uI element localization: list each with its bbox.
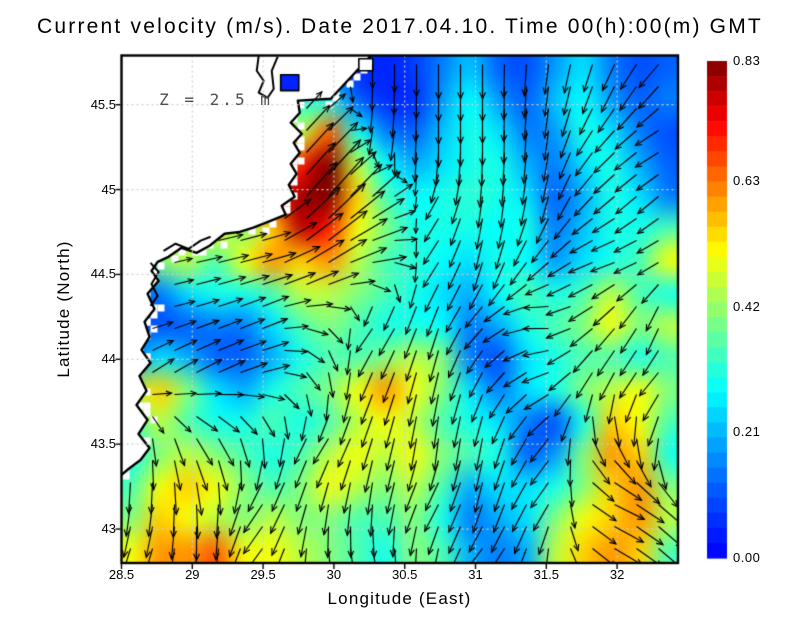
colorbar-tick-label: 0.00 (733, 550, 761, 565)
x-tick-label: 30 (326, 567, 342, 582)
depth-annotation: Z = 2.5 m (159, 90, 273, 109)
chart-title: Current velocity (m/s). Date 2017.04.10.… (37, 15, 763, 38)
x-tick-label: 31 (468, 567, 483, 582)
x-tick-label: 31.5 (533, 567, 559, 582)
colorbar-tick-label: 0.21 (733, 424, 761, 440)
colorbar-tick-label: 0.63 (733, 172, 761, 188)
x-tick-label: 28.5 (108, 567, 135, 582)
y-tick-label: 43.5 (90, 436, 116, 452)
x-tick-label: 29.5 (250, 567, 276, 582)
colorbar-tick-label: 0.83 (733, 53, 761, 68)
y-tick-label: 45.5 (90, 96, 116, 112)
y-tick-label: 44 (101, 351, 116, 367)
x-tick-label: 30.5 (392, 567, 418, 582)
x-axis-label: Longitude (East) (327, 589, 472, 608)
x-tick-label: 29 (185, 567, 200, 582)
y-tick-label: 45 (101, 181, 116, 197)
y-tick-label: 44.5 (90, 266, 116, 282)
y-tick-label: 43 (101, 521, 116, 537)
x-tick-label: 32 (609, 567, 625, 582)
colorbar-tick-label: 0.42 (733, 298, 761, 314)
